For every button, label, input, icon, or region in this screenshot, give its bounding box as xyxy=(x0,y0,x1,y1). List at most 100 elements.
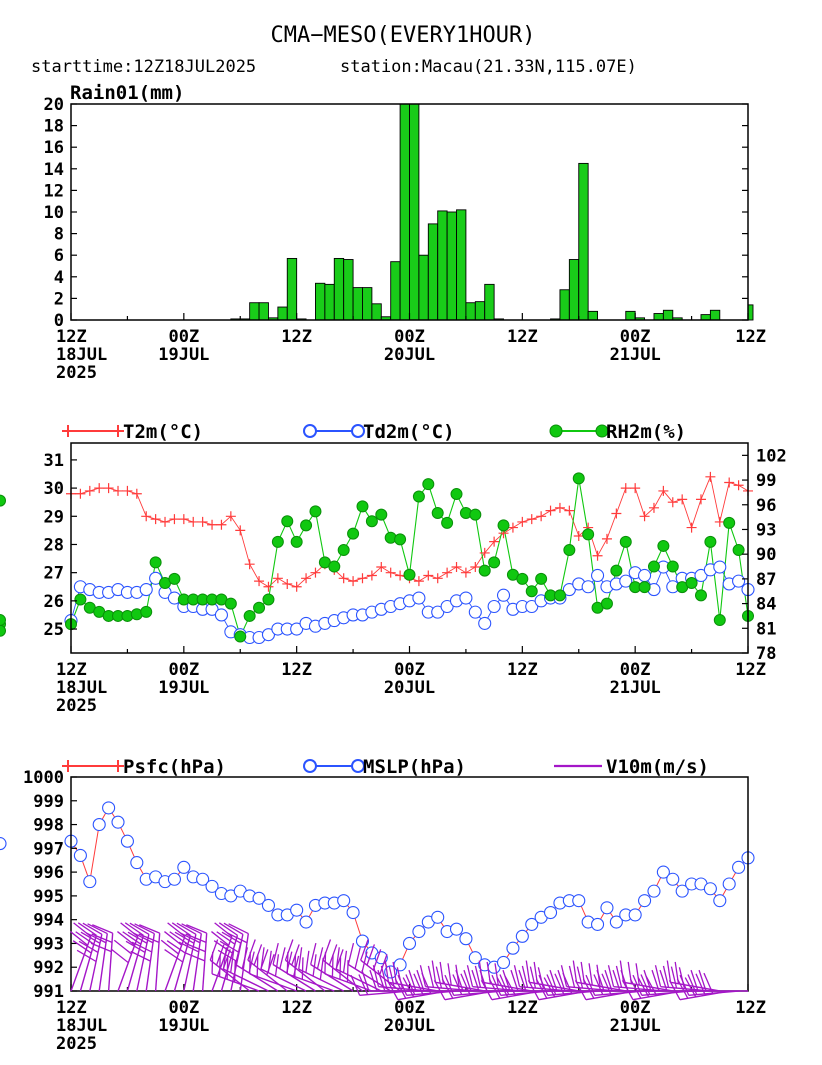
temp-point xyxy=(601,533,612,544)
temp-point xyxy=(357,573,368,584)
rh-point xyxy=(243,609,256,622)
wind-barb-flag xyxy=(169,931,189,945)
wind-barb-flag xyxy=(166,940,186,954)
dewpoint-point xyxy=(619,574,633,588)
wind-barb-flag xyxy=(180,932,201,944)
wind-barb-flag xyxy=(358,974,369,995)
rh-point xyxy=(224,597,237,610)
wind-barb-flag xyxy=(676,978,689,999)
temp-point xyxy=(169,514,180,525)
temp-point xyxy=(695,494,706,505)
rain-x-tick-label: 21JUL xyxy=(610,345,661,365)
rh-point xyxy=(168,572,181,585)
temp-point xyxy=(667,497,678,508)
temp-point xyxy=(291,581,302,592)
pressure-x-tick-label: 18JUL xyxy=(56,1016,107,1036)
wind-barb-flag xyxy=(703,972,714,994)
wind-barb-flag xyxy=(525,960,531,983)
temp-point xyxy=(573,531,584,542)
rh-point xyxy=(328,560,341,573)
wind-barb-flag xyxy=(211,951,214,974)
rain-x-tick-label: 18JUL xyxy=(56,345,107,365)
temp-point xyxy=(554,502,565,513)
wind-barb-flag xyxy=(127,931,148,944)
mslp-point xyxy=(459,932,473,946)
temp-point xyxy=(395,570,406,581)
wind-barb-flag xyxy=(186,924,207,934)
wind-barb-flag xyxy=(87,923,108,935)
temp-y-tick-label: 27 xyxy=(44,564,64,584)
temp-point xyxy=(564,505,575,516)
temp-point xyxy=(489,536,500,547)
rain-bar xyxy=(258,302,269,321)
rain-bar xyxy=(286,257,298,321)
rh-point xyxy=(431,507,444,519)
wind-barb-flag xyxy=(133,932,154,944)
rh-point xyxy=(525,585,538,598)
mslp-point xyxy=(431,910,445,924)
rain-bar xyxy=(625,310,636,321)
rain-y-tick-label: 12 xyxy=(44,181,64,201)
rh-point xyxy=(0,614,6,627)
wind-barb-flag xyxy=(226,957,229,980)
pressure-x-tick-label: 12Z xyxy=(56,998,87,1018)
temp-point xyxy=(84,485,95,496)
rain-bar xyxy=(315,282,326,321)
rh-point xyxy=(657,539,670,552)
temp-x-tick-label: 00Z xyxy=(168,660,199,680)
rh-point xyxy=(497,519,510,532)
rain-axis-label: Rain01(mm) xyxy=(70,82,184,104)
wind-barb-flag xyxy=(499,974,510,995)
rh-point xyxy=(375,508,388,521)
wind-barb-flag xyxy=(491,974,502,996)
temp-point xyxy=(216,519,227,530)
wind-barb-flag xyxy=(184,942,206,953)
dewpoint-point xyxy=(496,588,511,602)
wind-barbs xyxy=(70,922,748,1001)
wind-barb-flag xyxy=(267,950,272,973)
rh-y-tick-label: 84 xyxy=(756,595,776,615)
rh-point xyxy=(356,500,369,513)
rain-x-tick-label: 12Z xyxy=(56,327,87,347)
temp-x-tick-label: 12Z xyxy=(281,660,312,680)
wind-barb-staff xyxy=(453,990,504,997)
temp-point xyxy=(526,514,537,525)
wind-barb-flag xyxy=(92,924,113,934)
mslp-point xyxy=(591,917,605,931)
rh-point xyxy=(582,528,595,541)
wind-barb-flag xyxy=(316,947,324,969)
legend-marker xyxy=(303,759,317,773)
mslp-point xyxy=(543,905,558,920)
dewpoint-point xyxy=(440,599,454,614)
wind-barb-flag xyxy=(174,931,195,944)
wind-barb-flag xyxy=(110,948,129,964)
mslp-point xyxy=(506,941,520,955)
wind-barb-staff xyxy=(223,968,269,992)
wind-barb-flag xyxy=(698,969,707,992)
wind-barb-flag xyxy=(184,951,205,962)
wind-barb-staff xyxy=(576,981,626,992)
wind-barb-flag xyxy=(339,957,342,980)
wind-barb-flag xyxy=(593,974,604,995)
wind-barb-flag xyxy=(416,969,425,992)
rh-point xyxy=(488,556,501,569)
rain-bar xyxy=(362,287,373,321)
wind-barb-flag xyxy=(272,942,279,965)
wind-barb-flag xyxy=(138,933,160,943)
rh-point xyxy=(723,516,736,529)
wind-barb-flag xyxy=(576,966,584,989)
wind-barb-flag xyxy=(596,969,605,992)
subtitle-starttime: starttime:12Z18JUL2025 xyxy=(31,57,256,77)
rh-point xyxy=(365,515,378,528)
wind-barb-flag xyxy=(181,923,202,935)
temp-point xyxy=(160,516,171,527)
wind-barb-staff xyxy=(98,933,108,992)
rain-bar xyxy=(343,259,354,321)
mslp-point xyxy=(337,894,351,908)
mslp-point xyxy=(638,894,652,908)
rain-y-tick-label: 2 xyxy=(54,289,64,309)
wind-barb-flag xyxy=(380,965,388,988)
rh-y-tick-label: 78 xyxy=(756,644,776,664)
wind-barb-flag xyxy=(666,960,672,983)
rh-point xyxy=(685,577,698,589)
